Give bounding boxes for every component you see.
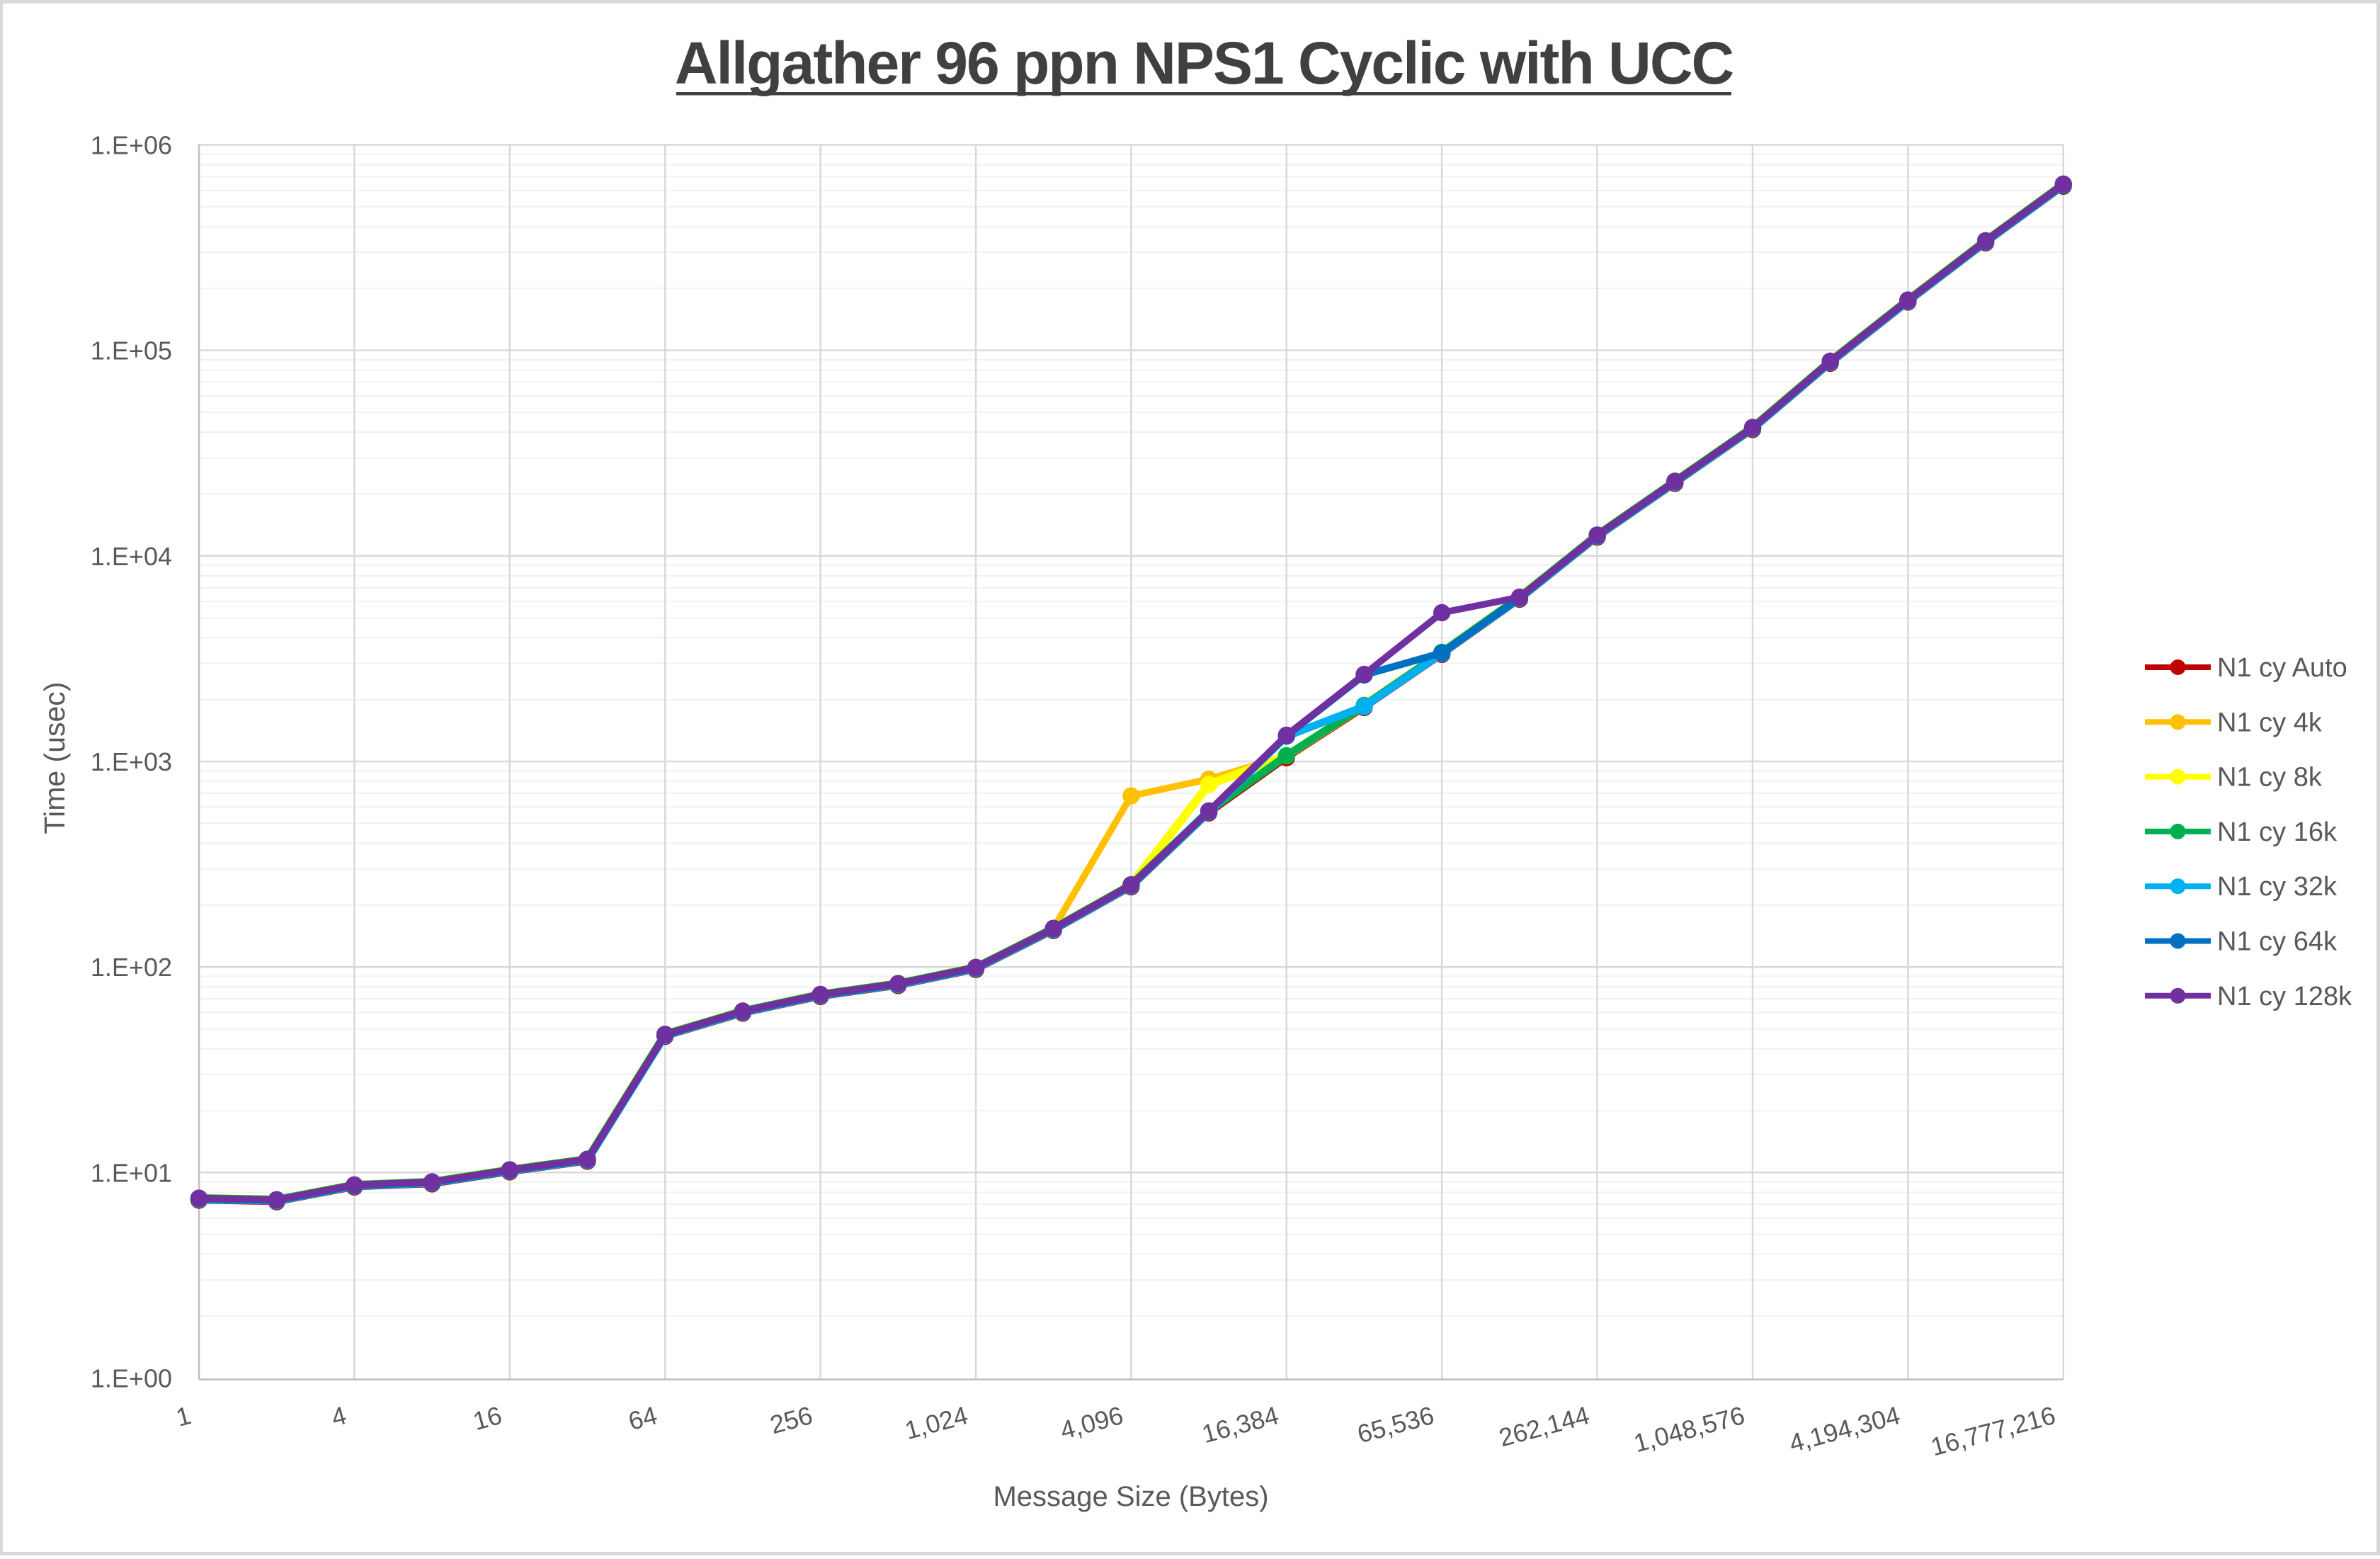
svg-text:N1 cy 16k: N1 cy 16k [2217,817,2338,847]
svg-text:1.E+05: 1.E+05 [91,336,172,365]
svg-text:N1 cy 32k: N1 cy 32k [2217,872,2338,902]
svg-text:1.E+02: 1.E+02 [91,953,172,982]
svg-text:1.E+06: 1.E+06 [91,131,172,160]
svg-text:N1 cy Auto: N1 cy Auto [2217,653,2347,683]
svg-text:1.E+04: 1.E+04 [91,542,172,571]
svg-text:N1 cy 8k: N1 cy 8k [2217,763,2323,793]
svg-text:N1 cy 4k: N1 cy 4k [2217,708,2323,737]
svg-text:1.E+00: 1.E+00 [91,1364,172,1393]
svg-text:1.E+03: 1.E+03 [91,747,172,776]
svg-text:N1 cy 128k: N1 cy 128k [2217,982,2352,1011]
svg-text:Message Size (Bytes): Message Size (Bytes) [993,1481,1268,1512]
svg-text:Time (usec): Time (usec) [38,682,71,834]
svg-text:Allgather 96 ppn NPS1 Cyclic w: Allgather 96 ppn NPS1 Cyclic with UCC [675,30,1733,96]
svg-text:1.E+01: 1.E+01 [91,1158,172,1187]
svg-text:N1 cy 64k: N1 cy 64k [2217,927,2338,957]
